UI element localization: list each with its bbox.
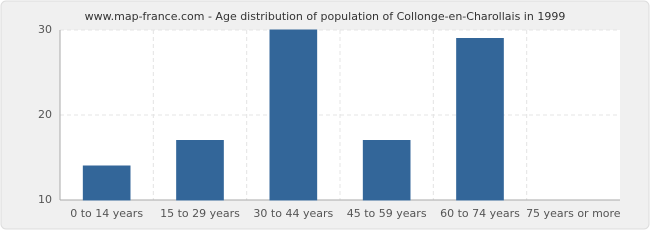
bar bbox=[362, 140, 411, 201]
x-tick-label: 15 to 29 years bbox=[160, 207, 240, 220]
bar bbox=[269, 29, 318, 201]
chart: www.map-france.com - Age distribution of… bbox=[0, 0, 650, 230]
x-tick-label: 60 to 74 years bbox=[440, 207, 520, 220]
bar bbox=[82, 165, 131, 201]
bar bbox=[456, 38, 504, 201]
y-tick-label: 20 bbox=[38, 108, 52, 121]
x-tick-label: 45 to 59 years bbox=[347, 207, 427, 220]
y-tick-label: 30 bbox=[38, 23, 52, 36]
bar bbox=[176, 140, 224, 201]
y-tick-label: 10 bbox=[38, 193, 52, 206]
x-tick-label: 30 to 44 years bbox=[253, 207, 333, 220]
x-tick-label: 75 years or more bbox=[526, 207, 621, 220]
x-tick-label: 0 to 14 years bbox=[70, 207, 143, 220]
chart-title: www.map-france.com - Age distribution of… bbox=[85, 10, 566, 23]
